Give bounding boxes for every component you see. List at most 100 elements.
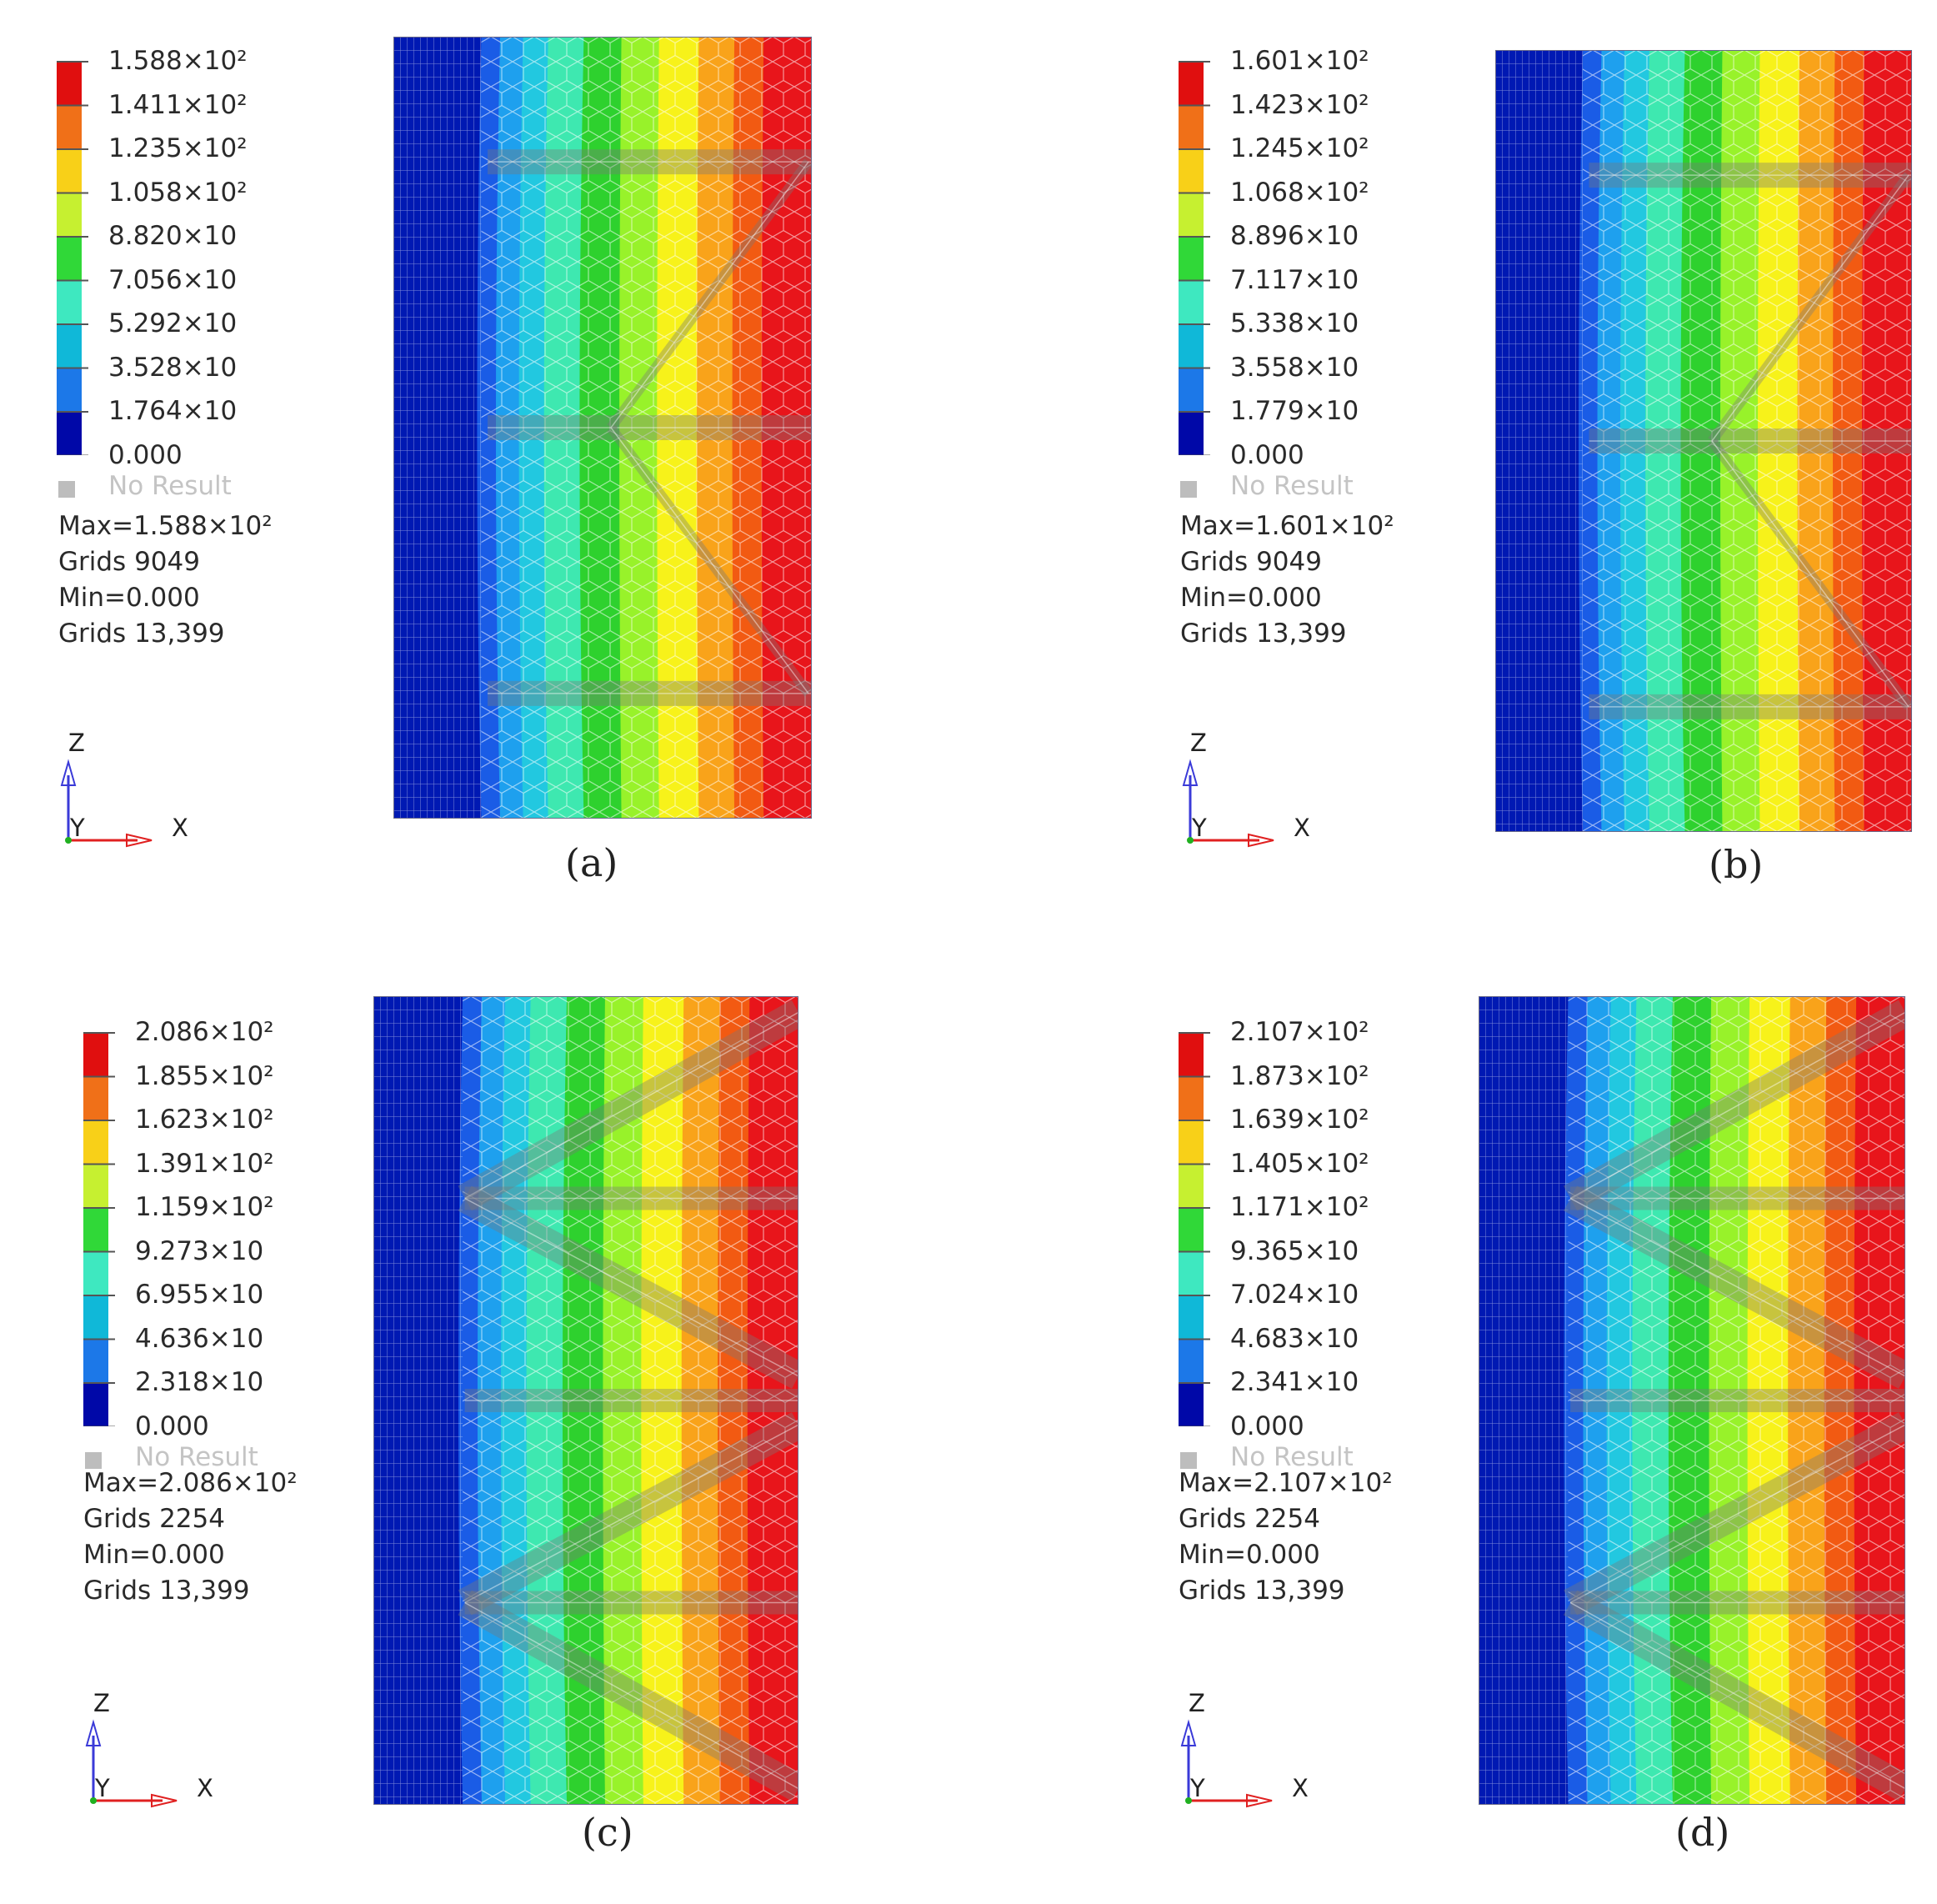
- panel-caption: (b): [1709, 842, 1764, 887]
- legend-swatch: [1179, 1164, 1204, 1209]
- legend-swatch: [1179, 149, 1204, 193]
- legend-label: 4.636×10: [135, 1323, 264, 1354]
- legend-colorbar: [83, 1032, 115, 1426]
- summary-min: Min=0.000: [1179, 1540, 1320, 1570]
- legend-swatch: [57, 368, 82, 413]
- axis-triad-icon: [1180, 1719, 1273, 1808]
- legend-swatch: [57, 105, 82, 150]
- panel-c: 2.086×10² 1.855×10² 1.623×10² 1.391×10² 1.15…: [0, 956, 968, 1904]
- legend-label: 1.873×10²: [1230, 1060, 1369, 1091]
- truss-member: [1708, 438, 1912, 710]
- legend-swatch: [1179, 105, 1204, 150]
- truss-member: [458, 1000, 798, 1211]
- summary-min-grid: Grids 13,399: [1179, 1576, 1345, 1606]
- legend-swatch: [1179, 237, 1204, 281]
- legend-label: 2.107×10²: [1230, 1017, 1369, 1047]
- legend-swatch: [57, 193, 82, 238]
- no-result-swatch: [58, 480, 75, 498]
- summary-max: Max=2.107×10²: [1179, 1468, 1393, 1498]
- legend-swatch: [83, 1295, 108, 1340]
- legend-label: 7.024×10: [1230, 1280, 1359, 1310]
- legend-swatch: [1179, 324, 1204, 368]
- no-result-label: No Result: [1230, 1441, 1354, 1472]
- legend-label: 9.273×10: [135, 1235, 264, 1266]
- axis-triad-icon: [60, 759, 153, 848]
- legend-swatch: [83, 1164, 108, 1209]
- legend-swatch: [57, 324, 82, 368]
- legend-swatch: [57, 149, 82, 193]
- legend-swatch: [1179, 368, 1204, 413]
- legend-label: 5.338×10: [1230, 308, 1359, 338]
- truss-member: [458, 1185, 798, 1389]
- axis-label-x: X: [172, 814, 188, 842]
- legend-label: 3.528×10: [108, 352, 238, 383]
- legend-label: 1.159×10²: [135, 1192, 274, 1222]
- no-result-swatch: [1180, 1451, 1197, 1469]
- legend-label: 4.683×10: [1230, 1323, 1359, 1354]
- result-summary: Max=1.601×10² Grids 9049 Min=0.000 Grids 13…: [1180, 509, 1394, 652]
- summary-max-grid: Grids 9049: [1180, 547, 1322, 577]
- legend-swatch: [1179, 1295, 1204, 1340]
- panel-d: 2.107×10² 1.873×10² 1.639×10² 1.405×10² 1.17…: [1125, 956, 1937, 1904]
- truss-member: [458, 1412, 798, 1616]
- axis-label-z: Z: [93, 1689, 110, 1717]
- legend-swatch: [57, 237, 82, 281]
- legend-swatch: [1179, 1339, 1204, 1384]
- legend-swatch: [1179, 1208, 1204, 1252]
- axis-label-x: X: [197, 1774, 213, 1802]
- axis-triad: Z Y X: [1179, 1689, 1345, 1819]
- summary-min-grid: Grids 13,399: [1180, 619, 1347, 649]
- legend-label: 1.171×10²: [1230, 1192, 1369, 1222]
- truss-member: [607, 424, 812, 697]
- legend-swatch: [1179, 1120, 1204, 1165]
- legend-swatch: [1179, 62, 1204, 106]
- panel-b: 1.601×10² 1.423×10² 1.245×10² 1.068×10² 8.89…: [1125, 0, 1937, 948]
- axis-label-z: Z: [1190, 729, 1207, 757]
- axis-label-x: X: [1294, 814, 1310, 842]
- legend-label: 7.056×10: [108, 264, 238, 295]
- no-result-swatch: [85, 1451, 102, 1469]
- legend-label: 2.341×10: [1230, 1367, 1359, 1397]
- legend-label: 1.423×10²: [1230, 89, 1369, 120]
- legend-label: 1.855×10²: [135, 1060, 274, 1091]
- axis-label-y: Y: [1190, 1774, 1205, 1802]
- contour-field: [373, 996, 798, 1805]
- legend-label: 1.235×10²: [108, 133, 248, 163]
- axis-triad-icon: [85, 1719, 178, 1808]
- no-result-swatch: [1180, 480, 1197, 498]
- legend-label: 9.365×10: [1230, 1235, 1359, 1266]
- legend-label: 2.086×10²: [135, 1017, 274, 1047]
- axis-label-z: Z: [68, 729, 85, 757]
- contour-plot: [373, 996, 798, 1805]
- legend-label: 0.000: [135, 1410, 209, 1441]
- legend-colorbar: [57, 61, 88, 455]
- summary-max: Max=1.588×10²: [58, 511, 273, 541]
- legend-swatch: [1179, 1383, 1204, 1426]
- axis-triad: Z Y X: [58, 729, 225, 859]
- legend-label: 1.639×10²: [1230, 1105, 1369, 1135]
- legend-swatch: [1179, 280, 1204, 325]
- legend-label: 3.558×10: [1230, 352, 1359, 383]
- legend-label: 1.391×10²: [135, 1148, 274, 1179]
- truss-member: [607, 158, 812, 431]
- contour-field: [1495, 50, 1912, 832]
- no-result-label: No Result: [1230, 470, 1354, 501]
- legend-swatch: [1179, 1076, 1204, 1121]
- axis-triad-icon: [1182, 759, 1274, 848]
- axis-triad: Z Y X: [83, 1689, 250, 1819]
- legend-label: 1.058×10²: [108, 177, 248, 208]
- legend-label: 1.764×10: [108, 396, 238, 426]
- no-result-label: No Result: [108, 470, 232, 501]
- legend-swatch: [83, 1076, 108, 1121]
- summary-max: Max=1.601×10²: [1180, 511, 1394, 541]
- legend-label: 1.405×10²: [1230, 1148, 1369, 1179]
- legend-label: 6.955×10: [135, 1280, 264, 1310]
- legend-swatch: [83, 1251, 108, 1296]
- axis-label-z: Z: [1189, 1689, 1205, 1717]
- truss-member: [1708, 172, 1912, 444]
- summary-min-grid: Grids 13,399: [83, 1576, 250, 1606]
- contour-field: [1479, 996, 1905, 1805]
- result-summary: Max=1.588×10² Grids 9049 Min=0.000 Grids 13…: [58, 509, 273, 652]
- legend-swatch: [83, 1383, 108, 1426]
- legend-swatch: [57, 280, 82, 325]
